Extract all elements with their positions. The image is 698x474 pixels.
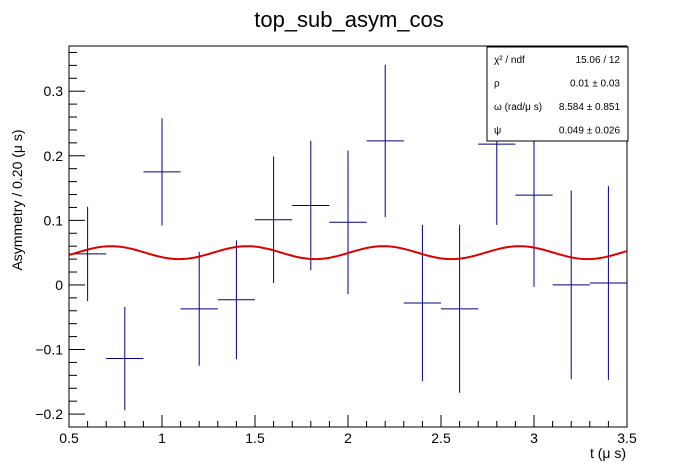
data-point [255, 156, 293, 283]
stats-box: χ² / ndf 15.06 / 12 ρ 0.01 ± 0.03 ω (rad/μ s… [486, 46, 629, 142]
y-tick-label: 0.1 [44, 212, 64, 228]
data-point [180, 251, 218, 366]
x-tick-label: 2 [344, 430, 352, 446]
y-axis: −0.2 −0.1 0 0.1 0.2 0.3 [35, 51, 85, 428]
stats-label: ρ [494, 79, 500, 90]
y-tick-label: 0.3 [44, 83, 64, 99]
y-tick-label: −0.1 [35, 342, 63, 358]
data-point [143, 118, 181, 226]
stats-value: 8.584 ± 0.851 [559, 102, 621, 113]
x-tick-label: 1.5 [245, 430, 265, 446]
stats-value: 0.049 ± 0.026 [559, 126, 621, 137]
x-axis-title: t (μ s) [590, 445, 626, 461]
stats-value: 0.01 ± 0.03 [570, 79, 620, 90]
y-tick-label: 0.2 [44, 148, 64, 164]
stats-label: ω (rad/μ s) [494, 102, 542, 113]
data-point [366, 64, 404, 218]
chart-title: top_sub_asym_cos [254, 7, 444, 32]
x-tick-label: 3.5 [617, 430, 637, 446]
x-tick-label: 3 [530, 430, 538, 446]
fit-line [68, 245, 628, 261]
data-point [441, 224, 479, 393]
data-point [106, 306, 144, 411]
data-point [292, 140, 330, 271]
stats-label: ψ [494, 126, 501, 137]
x-tick-label: 1 [158, 430, 166, 446]
fit-curve [68, 245, 628, 261]
y-tick-label: 0 [55, 277, 63, 293]
data-point [329, 150, 367, 294]
x-tick-label: 2.5 [431, 430, 451, 446]
data-point [403, 224, 441, 382]
x-tick-label: 0.5 [59, 430, 79, 446]
y-tick-label: −0.2 [35, 406, 63, 422]
x-axis: 0.5 1 1.5 2 2.5 3 3.5 [59, 415, 637, 446]
stats-value: 15.06 / 12 [576, 55, 621, 66]
stats-label: χ² / ndf [494, 55, 525, 66]
data-point [552, 190, 590, 380]
data-point [217, 240, 255, 360]
data-point [589, 186, 627, 380]
stats-box-frame [486, 46, 629, 142]
y-axis-title: Asymmetry / 0.20 (μ s) [9, 129, 25, 270]
